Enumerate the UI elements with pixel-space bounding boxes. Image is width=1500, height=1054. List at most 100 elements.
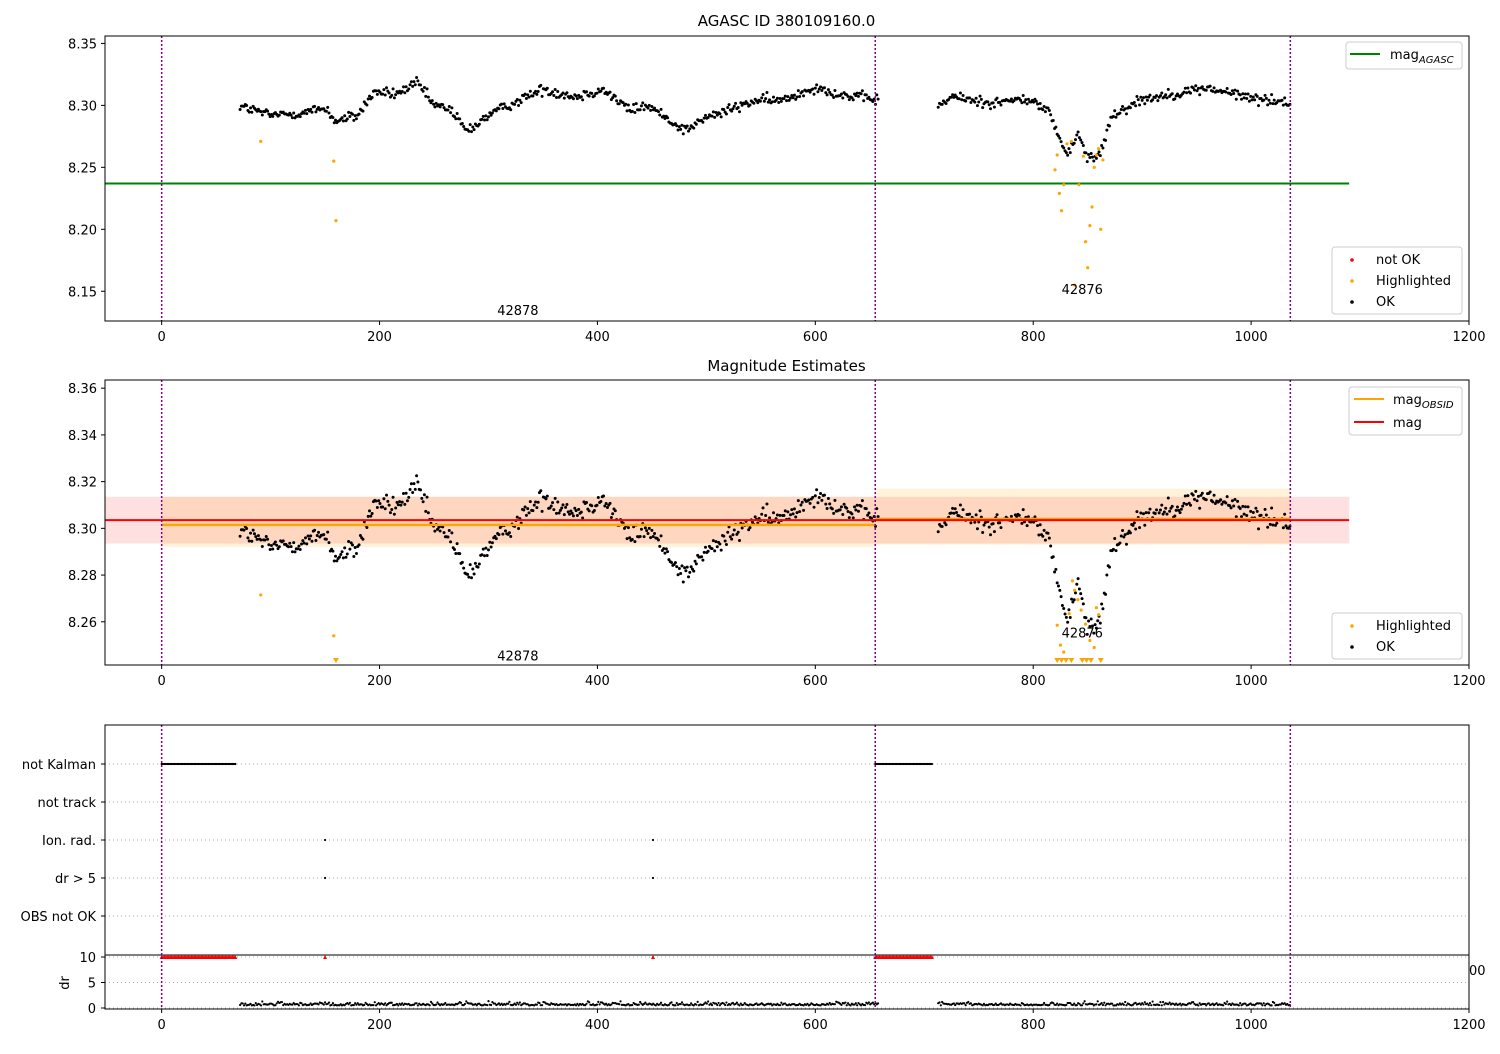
- ok-point: [1138, 103, 1142, 107]
- panel-magnitude-estimates: Magnitude Estimates 42878 42876 0 200 400 60…: [68, 357, 1486, 689]
- dr-point: [465, 1000, 468, 1003]
- ok-point: [764, 97, 768, 101]
- ok-point: [1148, 93, 1152, 97]
- ok-point: [1257, 104, 1261, 108]
- dr-point: [844, 1001, 847, 1004]
- legend-marker-highlighted: [1350, 279, 1354, 283]
- dr-point: [696, 1000, 699, 1003]
- dr-point: [618, 1003, 621, 1006]
- ok-point: [1054, 567, 1058, 571]
- ok-point: [361, 537, 365, 541]
- legend-label-highlighted-2: Highlighted: [1376, 619, 1451, 634]
- ok-point: [481, 547, 485, 551]
- ok-point: [528, 89, 532, 93]
- ok-point: [638, 108, 642, 112]
- ok-point: [1101, 146, 1105, 150]
- ok-point: [411, 490, 415, 494]
- ok-point: [267, 543, 271, 547]
- ok-point: [358, 534, 362, 538]
- dr-point: [1080, 1004, 1084, 1007]
- ok-point: [862, 99, 866, 103]
- ok-point: [694, 562, 698, 566]
- ok-point: [1139, 511, 1143, 515]
- dr-point: [397, 1004, 400, 1007]
- panel1-xtick-label: 800: [1021, 330, 1046, 345]
- dr-point: [518, 1001, 521, 1004]
- ok-point: [702, 550, 706, 554]
- ok-point: [630, 109, 634, 113]
- ok-point: [466, 572, 470, 576]
- ok-point: [402, 491, 406, 495]
- ok-point: [783, 94, 787, 98]
- ok-point: [273, 540, 277, 544]
- clipped-marker: [1058, 658, 1065, 663]
- ok-point: [595, 91, 599, 95]
- dr-point: [327, 1001, 331, 1004]
- ok-point: [433, 529, 437, 533]
- dr-point: [244, 1002, 247, 1005]
- ok-point: [1113, 536, 1117, 540]
- dr-point: [1142, 1003, 1145, 1006]
- ok-point: [585, 501, 589, 505]
- panel3-xtick-label: 1200: [1452, 1018, 1485, 1033]
- ok-point: [739, 101, 743, 105]
- highlighted-point: [1096, 147, 1101, 151]
- ok-point: [592, 94, 596, 98]
- dr-point: [1222, 1004, 1225, 1007]
- ok-point: [569, 509, 573, 513]
- ok-point: [481, 114, 485, 118]
- mag-obsid-band: [161, 496, 876, 548]
- dr-point: [690, 1002, 693, 1005]
- ok-point: [841, 512, 845, 516]
- highlighted-point: [1094, 153, 1099, 157]
- ok-point: [991, 101, 995, 105]
- ok-point: [1053, 570, 1057, 574]
- panel1-legend-top: magAGASC: [1345, 41, 1463, 70]
- ok-point: [1250, 98, 1254, 102]
- highlighted-point: [259, 139, 263, 143]
- highlighted-point: [1101, 158, 1105, 162]
- ok-point: [374, 89, 378, 93]
- dr-point: [493, 1002, 497, 1005]
- ok-point: [331, 115, 335, 119]
- dr-point: [259, 1004, 263, 1007]
- dr-point: [1078, 1002, 1081, 1005]
- dr-point: [784, 1002, 787, 1005]
- ok-point: [633, 540, 637, 544]
- ok-point: [1241, 504, 1245, 508]
- ok-point: [936, 530, 940, 534]
- ok-point: [1020, 101, 1024, 105]
- dr-point: [806, 1002, 809, 1005]
- panel1-xtick-label: 1200: [1452, 330, 1485, 345]
- ok-point: [1068, 615, 1072, 619]
- ok-point: [1192, 497, 1196, 501]
- ok-point: [638, 535, 642, 539]
- ok-point: [679, 127, 683, 131]
- dr-point: [871, 1001, 874, 1004]
- ok-point: [765, 502, 769, 506]
- ok-point: [557, 511, 561, 515]
- ok-point: [515, 97, 519, 101]
- ok-point: [1224, 501, 1228, 505]
- ok-point: [1034, 99, 1038, 103]
- panel1-frame: [104, 35, 1470, 322]
- ok-point: [622, 526, 626, 530]
- dr-point: [654, 1004, 657, 1007]
- ok-point: [1079, 592, 1083, 596]
- dr-point: [659, 1001, 663, 1004]
- ok-point: [737, 538, 741, 542]
- ok-point: [334, 118, 338, 122]
- ok-point: [647, 526, 651, 530]
- dr-point: [253, 1004, 256, 1007]
- ok-point: [574, 94, 578, 98]
- ok-point: [855, 91, 859, 95]
- ok-point: [675, 565, 679, 569]
- ok-point: [702, 116, 706, 120]
- dr-point: [1159, 1001, 1162, 1004]
- ok-point: [1090, 155, 1094, 159]
- ok-point: [719, 548, 723, 552]
- dr-point: [1215, 1002, 1218, 1005]
- ok-point: [564, 505, 568, 509]
- ok-point: [748, 103, 752, 107]
- ok-point: [249, 106, 253, 110]
